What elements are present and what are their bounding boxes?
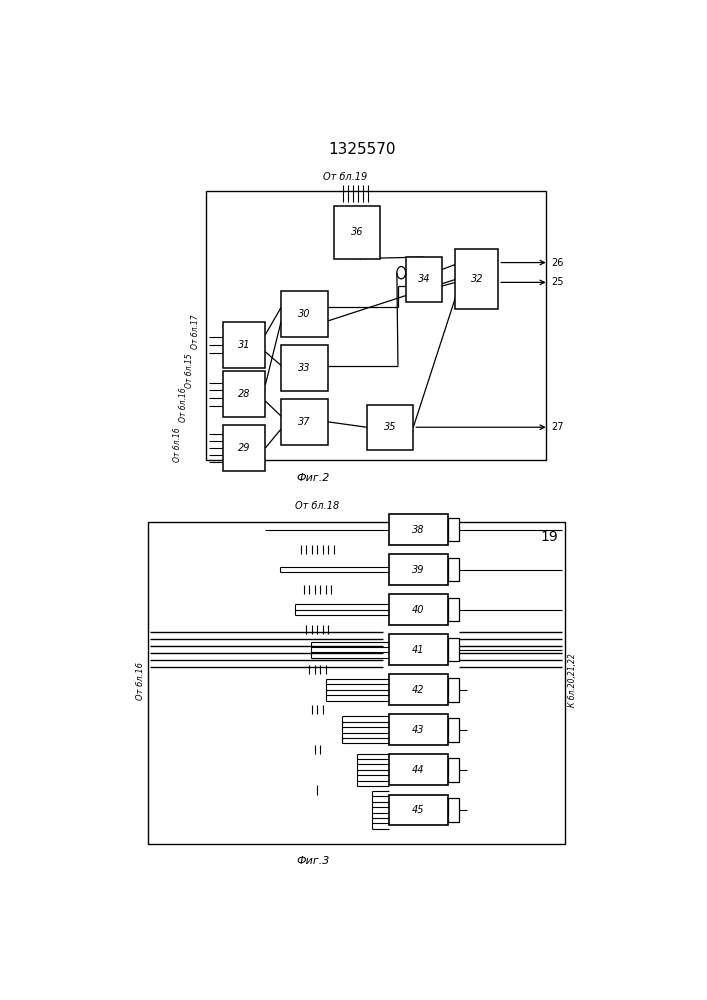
Bar	[389, 674, 448, 705]
Text: 37: 37	[298, 417, 311, 427]
Text: 34: 34	[418, 274, 431, 284]
Bar	[389, 554, 448, 585]
Text: 27: 27	[551, 422, 564, 432]
Bar	[223, 322, 265, 368]
Bar	[389, 514, 448, 545]
Text: От бл.17: От бл.17	[192, 314, 200, 349]
Text: 39: 39	[412, 565, 424, 575]
Bar	[448, 638, 459, 661]
Text: 42: 42	[412, 685, 424, 695]
Bar	[448, 558, 459, 581]
Text: 19: 19	[541, 530, 559, 544]
Text: 33: 33	[298, 363, 311, 373]
Bar	[448, 718, 459, 742]
Bar	[389, 634, 448, 665]
Bar	[206, 191, 546, 460]
Text: От бл.16: От бл.16	[179, 388, 188, 422]
Text: 31: 31	[238, 340, 250, 350]
Text: Фиг.3: Фиг.3	[296, 856, 329, 866]
Bar	[448, 758, 459, 782]
Bar	[448, 798, 459, 822]
Bar	[281, 399, 328, 445]
Bar	[281, 345, 328, 391]
Text: 43: 43	[412, 725, 424, 735]
Text: От бл.15: От бл.15	[185, 353, 194, 388]
Text: От бл.18: От бл.18	[296, 501, 339, 511]
Bar	[389, 754, 448, 785]
Text: 41: 41	[412, 645, 424, 655]
Text: От бл.19: От бл.19	[322, 172, 367, 182]
Text: 26: 26	[551, 258, 563, 268]
Bar	[367, 405, 414, 450]
Bar	[448, 678, 459, 702]
Text: 25: 25	[551, 277, 564, 287]
Bar	[448, 518, 459, 541]
Bar	[389, 594, 448, 625]
Text: 28: 28	[238, 389, 250, 399]
Bar	[223, 425, 265, 471]
Bar	[455, 249, 498, 309]
Bar	[407, 257, 442, 302]
Text: 32: 32	[471, 274, 483, 284]
Bar	[389, 795, 448, 825]
Text: 36: 36	[351, 227, 363, 237]
Text: 29: 29	[238, 443, 250, 453]
Text: От бл.16: От бл.16	[136, 662, 146, 700]
Text: 35: 35	[384, 422, 396, 432]
Text: 30: 30	[298, 309, 311, 319]
Bar	[389, 714, 448, 745]
Text: 1325570: 1325570	[329, 142, 396, 157]
Bar	[223, 371, 265, 417]
Bar	[334, 206, 380, 259]
Text: Фиг.2: Фиг.2	[296, 473, 329, 483]
Text: 40: 40	[412, 605, 424, 615]
Text: 38: 38	[412, 525, 424, 535]
Text: 44: 44	[412, 765, 424, 775]
Text: К бл.20,21,22: К бл.20,21,22	[568, 654, 577, 707]
Bar	[448, 598, 459, 621]
Text: 45: 45	[412, 805, 424, 815]
Bar	[148, 522, 565, 844]
Bar	[281, 291, 328, 337]
Text: От бл.16: От бл.16	[173, 428, 182, 462]
